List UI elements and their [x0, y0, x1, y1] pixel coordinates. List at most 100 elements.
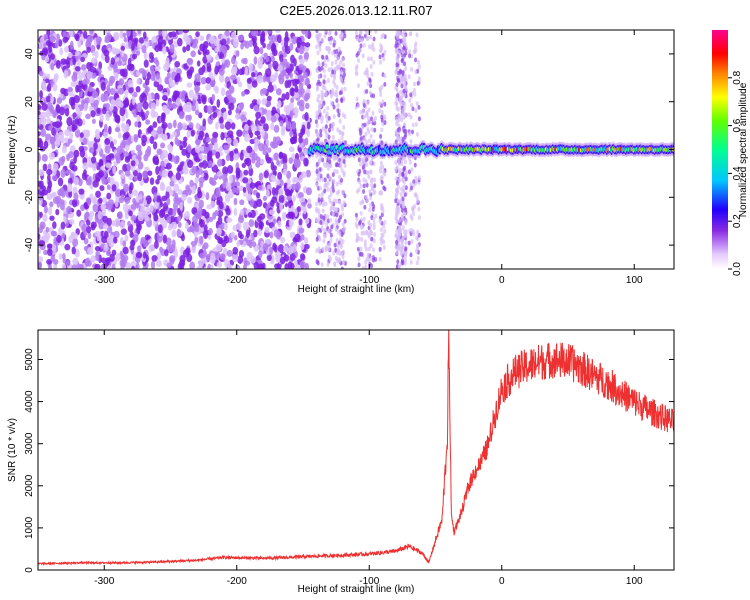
snr-ytick-label: 3000 [24, 432, 35, 455]
noise-speckle [58, 131, 65, 140]
noise-speckle [160, 160, 165, 168]
noise-speckle [100, 81, 106, 91]
noise-speckle [75, 50, 80, 57]
noise-speckle [342, 72, 346, 77]
noise-speckle [60, 168, 66, 178]
noise-speckle [270, 55, 275, 63]
noise-speckle [417, 215, 421, 220]
noise-speckle [329, 191, 333, 197]
noise-speckle [331, 69, 335, 75]
noise-speckle [46, 117, 52, 124]
noise-speckle [149, 135, 155, 145]
noise-speckle [340, 232, 344, 238]
noise-speckle [54, 121, 61, 129]
noise-speckle [235, 167, 241, 176]
noise-speckle [291, 177, 297, 184]
noise-speckle [368, 207, 372, 213]
noise-speckle [186, 130, 192, 138]
noise-speckle [298, 174, 303, 183]
noise-speckle [93, 142, 98, 150]
noise-speckle [181, 122, 188, 131]
spectrogram-xlabel: Height of straight line (km) [298, 284, 415, 295]
noise-speckle [277, 220, 282, 228]
noise-speckle [315, 259, 319, 264]
noise-speckle [370, 230, 374, 236]
noise-speckle [153, 111, 159, 118]
noise-speckle [366, 252, 370, 258]
noise-speckle [214, 65, 219, 75]
noise-speckle [137, 172, 143, 182]
noise-speckle [251, 99, 258, 105]
noise-speckle [161, 121, 168, 129]
spectrogram-xtick-label: 100 [626, 275, 643, 286]
noise-speckle [211, 194, 216, 201]
noise-speckle [167, 143, 173, 151]
noise-speckle [38, 260, 43, 269]
noise-speckle [225, 207, 231, 216]
noise-speckle [246, 77, 252, 84]
noise-speckle [323, 183, 327, 189]
noise-speckle [363, 239, 367, 245]
noise-speckle [323, 233, 327, 239]
noise-speckle [370, 177, 374, 183]
noise-speckle [315, 236, 319, 242]
noise-speckle [63, 69, 69, 79]
noise-speckle [401, 171, 405, 177]
noise-speckle [321, 246, 325, 252]
noise-speckle [382, 224, 386, 229]
noise-speckle [276, 159, 280, 166]
noise-speckle [369, 83, 373, 89]
noise-speckle [202, 242, 209, 250]
noise-speckle [174, 60, 181, 68]
noise-speckle [209, 255, 216, 265]
noise-speckle [41, 153, 48, 162]
noise-speckle [317, 193, 321, 199]
noise-speckle [81, 79, 88, 85]
noise-speckle [55, 195, 62, 204]
noise-speckle [355, 224, 359, 229]
noise-speckle [331, 135, 335, 140]
noise-speckle [401, 108, 405, 114]
noise-speckle [123, 183, 130, 193]
noise-speckle [396, 133, 400, 139]
noise-speckle [289, 130, 293, 138]
noise-speckle [40, 36, 45, 45]
noise-speckle [303, 237, 309, 245]
noise-speckle [156, 72, 160, 80]
noise-speckle [166, 197, 171, 206]
noise-speckle [378, 88, 382, 93]
noise-speckle [380, 212, 384, 218]
noise-speckle [337, 189, 341, 195]
noise-speckle [233, 38, 239, 48]
noise-speckle [38, 42, 44, 50]
noise-speckle [114, 218, 121, 228]
noise-speckle [278, 187, 283, 196]
noise-speckle [224, 235, 230, 244]
noise-speckle [370, 127, 374, 132]
noise-speckle [300, 128, 306, 136]
noise-speckle [416, 80, 420, 86]
noise-speckle [294, 85, 299, 93]
noise-speckle [320, 197, 324, 203]
noise-speckle [395, 239, 399, 245]
noise-speckle [203, 230, 209, 240]
snr-ytick-label: 1000 [24, 516, 35, 539]
snr-xtick-label: -100 [359, 576, 379, 587]
noise-speckle [383, 81, 387, 87]
noise-speckle [157, 224, 163, 234]
noise-speckle [184, 210, 191, 220]
noise-speckle [205, 137, 212, 143]
noise-speckle [216, 227, 222, 237]
noise-speckle [47, 180, 53, 189]
noise-speckle [111, 184, 117, 192]
noise-speckle [204, 211, 210, 219]
noise-speckle [51, 174, 58, 181]
colorbar-axes: 0.00.20.40.60.8 [728, 70, 743, 276]
noise-speckle [92, 163, 97, 172]
noise-speckle [60, 221, 66, 230]
noise-speckle [48, 206, 53, 216]
noise-speckle [403, 41, 407, 47]
noise-speckle [412, 211, 416, 217]
noise-speckle [124, 170, 131, 177]
